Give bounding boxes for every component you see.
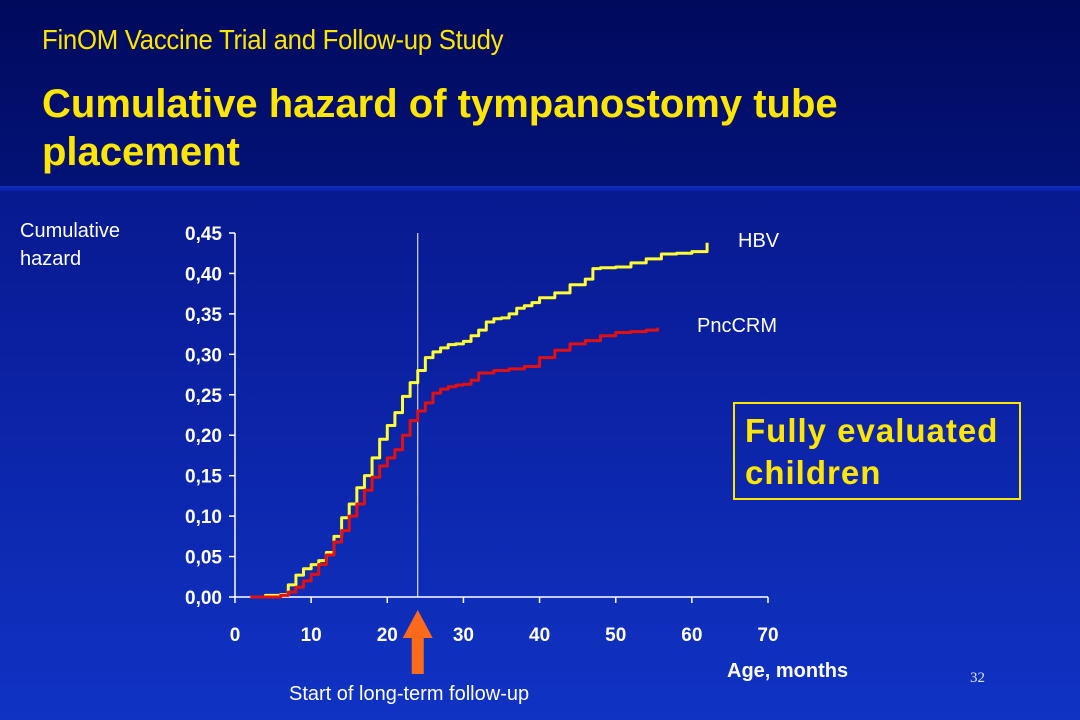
x-tick-label: 10 — [301, 625, 322, 646]
callout-line2: children — [745, 454, 882, 491]
y-tick-label: 0,40 — [185, 264, 222, 285]
x-tick-label: 70 — [757, 625, 778, 646]
y-tick-label: 0,00 — [185, 588, 222, 609]
y-tick-label: 0,10 — [185, 507, 222, 528]
follow-up-arrow — [402, 610, 433, 674]
chart-series — [250, 242, 709, 599]
series-label-hbv: HBV — [738, 230, 780, 252]
page-number: 32 — [970, 670, 985, 686]
x-axis-label: Age, months — [727, 660, 848, 682]
y-axis-label-line2: hazard — [20, 248, 82, 270]
arrow-head — [402, 610, 433, 638]
callout-line1: Fully evaluated — [745, 412, 999, 449]
series-line-pnccrm — [250, 327, 660, 599]
series-label-pnccrm: PncCRM — [697, 315, 777, 337]
x-tick-label: 60 — [681, 625, 702, 646]
x-tick-label: 0 — [230, 625, 241, 646]
chart-labels: 0,00 0,05 0,10 0,15 0,20 0,25 0,30 0,35 0,40 0,45… — [185, 224, 848, 682]
y-tick-label: 0,35 — [185, 305, 222, 326]
y-tick-label: 0,05 — [185, 548, 222, 569]
y-tick-label: 0,30 — [185, 345, 222, 366]
x-tick-label: 40 — [529, 625, 550, 646]
y-axis-label-line1: Cumulative — [20, 220, 121, 242]
x-tick-label: 30 — [453, 625, 474, 646]
slide-subtitle: FinOM Vaccine Trial and Follow-up Study — [42, 24, 504, 55]
x-tick-label: 50 — [605, 625, 626, 646]
series-line-hbv — [250, 242, 709, 599]
slide-title: Cumulative hazard of tympanostomy tube p… — [42, 82, 838, 174]
y-tick-label: 0,15 — [185, 467, 222, 488]
header-band — [0, 0, 1080, 188]
y-tick-label: 0,25 — [185, 386, 222, 407]
y-tick-label: 0,20 — [185, 426, 222, 447]
follow-up-label: Start of long-term follow-up — [289, 683, 530, 705]
header-divider — [0, 186, 1080, 191]
y-tick-label: 0,45 — [185, 224, 222, 245]
arrow-shaft — [411, 636, 424, 674]
y-axis-label: Cumulative hazard — [20, 217, 160, 273]
x-tick-label: 20 — [377, 625, 398, 646]
fully-evaluated-callout: Fully evaluated children — [733, 402, 1021, 500]
chart-axes — [229, 232, 769, 603]
